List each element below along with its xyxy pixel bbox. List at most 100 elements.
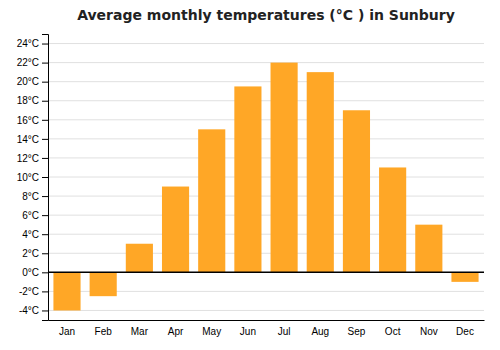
grid-line (48, 196, 484, 197)
tick: May (202, 326, 221, 337)
tick-mark (42, 310, 48, 311)
tick-label: 10°C (17, 172, 39, 183)
tick-label: Apr (168, 326, 184, 337)
tick-mark (42, 253, 48, 254)
tick: Apr (168, 326, 184, 337)
axis-line (42, 35, 49, 321)
tick: Oct (385, 326, 401, 337)
tick-mark (42, 215, 48, 216)
bar (90, 272, 117, 296)
axis-line (49, 320, 485, 321)
y-axis: -4°C -2°C 0°C 2°C 4°C 6°C 8°C 10°C 12°C 14°C 16°C 1… (17, 35, 49, 321)
bar (198, 129, 225, 272)
tick-mark (42, 196, 48, 197)
title: Average monthly temperatures (°C ) in Su… (77, 7, 455, 23)
tick-label: 24°C (17, 38, 39, 49)
tick: Nov (420, 326, 438, 337)
grid-line (48, 119, 484, 120)
tick-label: 8°C (22, 191, 39, 202)
tick: Jan (59, 326, 75, 337)
grid-line (48, 100, 484, 101)
tick-label: Nov (420, 326, 438, 337)
grid (48, 44, 484, 311)
grid-line (48, 43, 484, 44)
tick: Dec (456, 326, 474, 337)
bar (271, 63, 298, 273)
tick-label: 14°C (17, 134, 39, 145)
tick-mark (42, 120, 48, 121)
tick: 14°C (17, 134, 48, 145)
tick-label: Oct (385, 326, 401, 337)
grid-line (48, 215, 484, 216)
tick: Aug (311, 326, 329, 337)
tick: 16°C (17, 115, 48, 126)
bar (126, 244, 153, 273)
tick: -2°C (19, 286, 48, 297)
tick: Jul (278, 326, 291, 337)
zero-line (48, 272, 484, 274)
tick-mark (42, 158, 48, 159)
tick-label: Mar (131, 326, 149, 337)
bar (451, 272, 478, 282)
grid-line (48, 157, 484, 158)
tick: Sep (348, 326, 366, 337)
bar (415, 225, 442, 273)
tick-mark (42, 177, 48, 178)
tick: Jun (240, 326, 256, 337)
tick-label: 2°C (22, 248, 39, 259)
tick-mark (42, 101, 48, 102)
tick-mark (42, 234, 48, 235)
tick: 6°C (22, 210, 48, 221)
tick: 2°C (22, 248, 48, 259)
tick-label: Dec (456, 326, 474, 337)
grid-line (48, 272, 484, 273)
tick-label: Feb (95, 326, 113, 337)
tick-label: -2°C (19, 286, 39, 297)
tick-label: 12°C (17, 153, 39, 164)
tick-label: 6°C (22, 210, 39, 221)
tick-mark (42, 291, 48, 292)
tick-label: 22°C (17, 57, 39, 68)
tick-label: Aug (311, 326, 329, 337)
tick: Mar (131, 326, 149, 337)
bar (343, 110, 370, 272)
tick-mark (42, 44, 48, 45)
tick-mark (42, 63, 48, 64)
tick-label: Jul (278, 326, 291, 337)
tick-label: -4°C (19, 305, 39, 316)
tick: 22°C (17, 57, 48, 68)
bars (53, 63, 478, 311)
tick: 10°C (17, 172, 48, 183)
tick-label: 16°C (17, 115, 39, 126)
tick-label: Jun (240, 326, 256, 337)
tick-label: 4°C (22, 229, 39, 240)
tick-label: May (202, 326, 221, 337)
tick: 8°C (22, 191, 48, 202)
grid-line (48, 81, 484, 82)
tick: 18°C (17, 95, 48, 106)
grid-line (48, 62, 484, 63)
tick: 0°C (22, 267, 48, 278)
tick: Feb (95, 326, 113, 337)
bar (234, 86, 261, 272)
tick-mark (42, 139, 48, 140)
tick-mark (42, 272, 48, 273)
chart: -4°C -2°C 0°C 2°C 4°C 6°C 8°C 10°C 12°C 14°C 16°C 1… (0, 0, 500, 350)
tick-label: 20°C (17, 76, 39, 87)
tick-label: Jan (59, 326, 75, 337)
tick-label: Sep (348, 326, 366, 337)
tick: 12°C (17, 153, 48, 164)
tick: -4°C (19, 305, 48, 316)
tick: 20°C (17, 76, 48, 87)
bar (162, 187, 189, 273)
tick: 24°C (17, 38, 48, 49)
tick-mark (42, 82, 48, 83)
tick: 4°C (22, 229, 48, 240)
bar (379, 167, 406, 272)
bar (307, 72, 334, 272)
tick-label: 0°C (22, 267, 39, 278)
grid-line (48, 138, 484, 139)
x-axis: Jan Feb Mar Apr May Jun Jul Aug Sep Oct Nov Dec (49, 321, 485, 338)
grid-line (48, 177, 484, 178)
plot: -4°C -2°C 0°C 2°C 4°C 6°C 8°C 10°C 12°C 14°C 16°C 1… (17, 35, 485, 338)
